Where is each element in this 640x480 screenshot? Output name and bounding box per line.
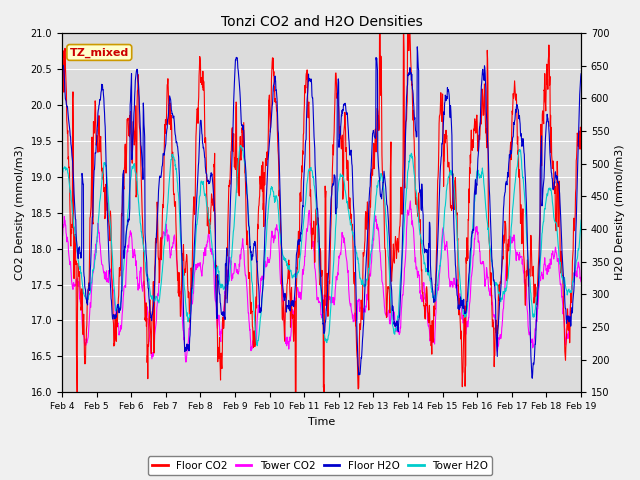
Floor H2O xyxy=(353,341,361,347)
Text: TZ_mixed: TZ_mixed xyxy=(70,48,129,58)
Floor CO2 xyxy=(299,148,307,154)
Floor H2O xyxy=(289,298,297,303)
Tower CO2 xyxy=(299,266,307,272)
Tower CO2 xyxy=(182,359,189,365)
Line: Tower H2O: Tower H2O xyxy=(62,145,581,346)
Floor H2O xyxy=(278,271,286,276)
Tower H2O xyxy=(236,143,244,148)
Tower CO2 xyxy=(58,231,66,237)
Floor CO2 xyxy=(289,328,297,334)
Floor H2O xyxy=(298,208,306,214)
Floor H2O xyxy=(413,44,421,50)
Tower H2O xyxy=(577,217,585,223)
Tower CO2 xyxy=(278,288,286,293)
Floor CO2 xyxy=(354,372,362,378)
Floor H2O xyxy=(58,72,66,77)
Line: Floor CO2: Floor CO2 xyxy=(62,33,581,392)
Floor CO2 xyxy=(74,389,81,395)
Tower CO2 xyxy=(289,315,297,321)
Floor CO2 xyxy=(99,176,106,182)
Tower H2O xyxy=(279,252,287,258)
Title: Tonzi CO2 and H2O Densities: Tonzi CO2 and H2O Densities xyxy=(221,15,422,29)
Tower H2O xyxy=(290,273,298,279)
X-axis label: Time: Time xyxy=(308,417,335,427)
Floor H2O xyxy=(529,375,536,381)
Tower H2O xyxy=(354,256,362,262)
Y-axis label: H2O Density (mmol/m3): H2O Density (mmol/m3) xyxy=(615,145,625,280)
Floor H2O xyxy=(99,84,106,90)
Tower CO2 xyxy=(577,279,585,285)
Tower H2O xyxy=(120,268,127,274)
Line: Floor H2O: Floor H2O xyxy=(62,47,581,378)
Y-axis label: CO2 Density (mmol/m3): CO2 Density (mmol/m3) xyxy=(15,145,25,280)
Floor CO2 xyxy=(577,146,585,152)
Line: Tower CO2: Tower CO2 xyxy=(62,201,581,362)
Tower H2O xyxy=(58,175,66,180)
Floor CO2 xyxy=(376,30,383,36)
Tower CO2 xyxy=(99,262,106,267)
Tower CO2 xyxy=(354,298,362,303)
Floor H2O xyxy=(120,170,127,176)
Floor CO2 xyxy=(278,317,286,323)
Tower H2O xyxy=(253,343,261,348)
Tower CO2 xyxy=(120,295,127,300)
Tower H2O xyxy=(299,226,307,232)
Legend: Floor CO2, Tower CO2, Floor H2O, Tower H2O: Floor CO2, Tower CO2, Floor H2O, Tower H… xyxy=(148,456,492,475)
Floor CO2 xyxy=(58,60,66,65)
Floor CO2 xyxy=(120,183,127,189)
Tower H2O xyxy=(99,176,106,182)
Floor H2O xyxy=(577,71,585,77)
Tower CO2 xyxy=(406,198,414,204)
